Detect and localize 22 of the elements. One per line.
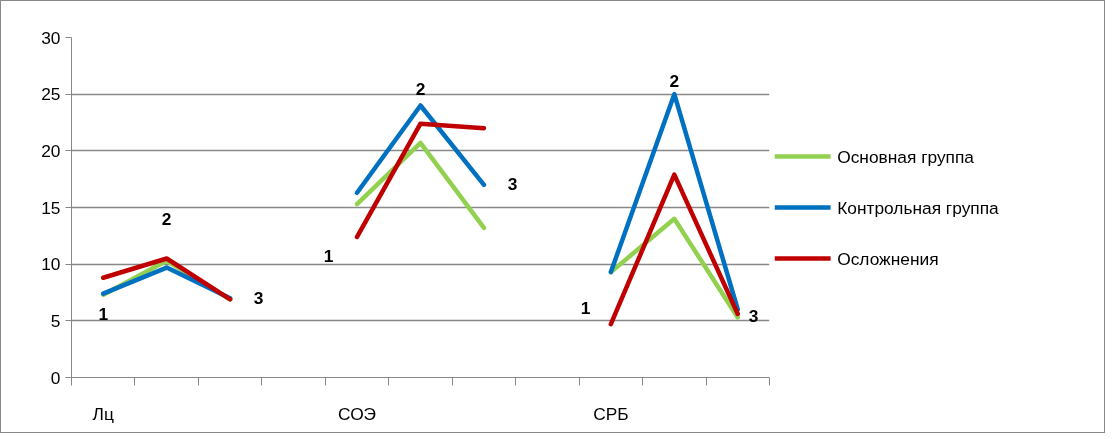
annotation: 3 xyxy=(253,288,264,309)
y-tick-label: 25 xyxy=(41,84,61,105)
legend-label: Осложнения xyxy=(837,248,939,269)
y-tick-label: 10 xyxy=(41,254,61,275)
x-tick-label: Лц xyxy=(92,403,114,424)
annotation: 1 xyxy=(580,298,591,319)
legend-label: Контрольная группа xyxy=(837,197,1000,218)
y-tick-label: 30 xyxy=(41,27,61,48)
x-tick-label: СОЭ xyxy=(338,403,377,424)
annotation: 2 xyxy=(161,208,172,229)
annotation: 1 xyxy=(323,246,334,267)
annotation: 1 xyxy=(98,304,109,325)
x-tick-label: СРБ xyxy=(593,403,629,424)
annotation: 3 xyxy=(748,306,759,327)
y-tick-label: 0 xyxy=(50,367,61,388)
annotation: 3 xyxy=(507,173,518,194)
legend-label: Основная группа xyxy=(837,146,975,167)
y-tick-label: 20 xyxy=(41,140,61,161)
annotation: 2 xyxy=(415,78,426,99)
annotation: 2 xyxy=(669,70,680,91)
y-tick-label: 5 xyxy=(50,310,61,331)
y-tick-label: 15 xyxy=(41,197,61,218)
